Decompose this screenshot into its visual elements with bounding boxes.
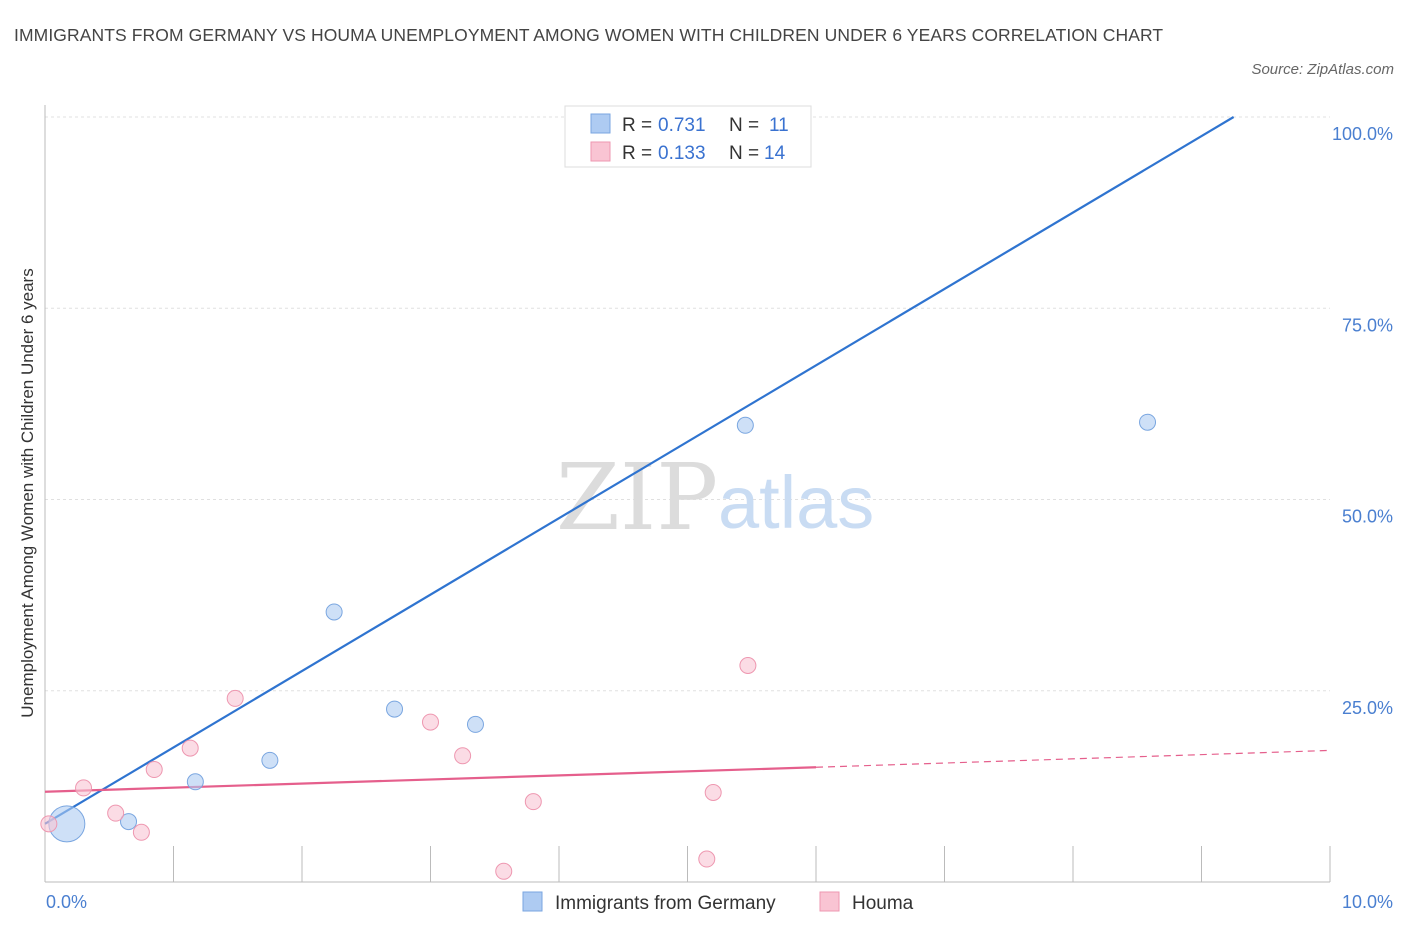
legend-r-value-houma: 0.133 <box>658 143 706 164</box>
trendlines <box>44 116 1331 825</box>
watermark: ZIP atlas <box>556 444 874 551</box>
y-tick-label: 75.0% <box>1342 315 1393 335</box>
gridlines <box>45 116 1330 692</box>
legend-r-label-houma: R = <box>622 143 652 164</box>
data-point-germany <box>736 416 754 434</box>
data-point-houma <box>454 747 472 765</box>
chart-title: IMMIGRANTS FROM GERMANY VS HOUMA UNEMPLO… <box>14 25 1164 45</box>
data-point-houma <box>226 689 244 707</box>
legend-n-value-germany: 11 <box>769 115 789 136</box>
legend-swatch-germany <box>590 113 611 134</box>
trendline-extension-1 <box>815 749 1331 768</box>
watermark-atlas: atlas <box>718 461 874 544</box>
bottom-legend-label-houma: Houma <box>852 893 914 914</box>
watermark-zip: ZIP <box>556 444 718 551</box>
data-point-germany <box>325 603 343 621</box>
data-point-germany <box>1139 413 1157 431</box>
data-point-houma <box>698 850 716 868</box>
data-point-houma <box>107 804 125 822</box>
data-point-houma <box>524 793 542 811</box>
y-tick-label: 100.0% <box>1332 124 1393 144</box>
data-point-houma <box>422 713 439 731</box>
x-tick-labels: 0.0% 10.0% <box>46 892 1393 912</box>
data-point-germany <box>120 813 138 831</box>
data-point-germany <box>386 700 404 718</box>
data-point-germany <box>466 715 484 733</box>
data-point-germany <box>186 773 204 791</box>
data-point-houma <box>495 862 513 880</box>
data-point-houma <box>704 783 722 801</box>
trendline-0 <box>44 116 1235 825</box>
legend-r-label-germany: R = <box>622 115 652 136</box>
x-tick-label-start: 0.0% <box>46 892 87 912</box>
y-tick-labels: 25.0% 50.0% 75.0% 100.0% <box>1332 124 1393 718</box>
legend-swatch-houma <box>590 141 611 162</box>
legend-r-value-germany: 0.731 <box>658 115 706 136</box>
x-tick-label-end: 10.0% <box>1342 892 1393 912</box>
legend-n-label-germany: N = <box>729 115 759 136</box>
y-tick-label: 25.0% <box>1342 698 1393 718</box>
data-point-houma <box>739 657 757 675</box>
data-point-houma <box>40 815 58 833</box>
data-point-germany <box>261 751 279 769</box>
data-point-houma <box>145 761 163 779</box>
bottom-legend-swatch-houma <box>819 891 840 912</box>
bottom-legend-label-germany: Immigrants from Germany <box>555 893 776 914</box>
data-point-houma <box>181 739 199 757</box>
bottom-legend-swatch-germany <box>522 891 543 912</box>
y-tick-label: 50.0% <box>1342 507 1393 527</box>
trendline-1 <box>44 766 817 793</box>
bottom-legend: Immigrants from Germany Houma <box>522 891 914 914</box>
top-legend: R = 0.731 N = 11 R = 0.133 N = 14 <box>564 105 812 168</box>
data-point-houma <box>75 779 93 797</box>
legend-n-value-houma: 14 <box>764 143 786 164</box>
source-label: Source: ZipAtlas.com <box>1251 61 1394 78</box>
data-points <box>40 108 1157 880</box>
data-point-houma <box>132 823 150 841</box>
legend-n-label-houma: N = <box>729 143 759 164</box>
axes <box>44 105 1331 883</box>
